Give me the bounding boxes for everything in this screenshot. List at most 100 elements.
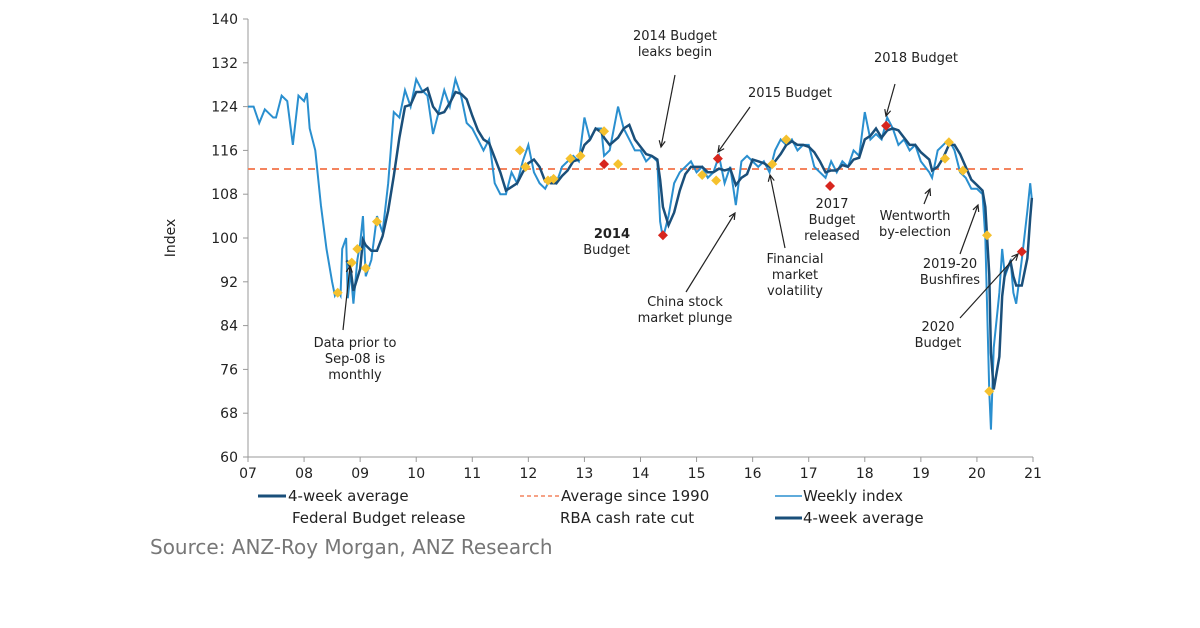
x-tick-label: 08: [295, 466, 313, 482]
rba-cut-marker: [982, 230, 993, 241]
rba-cut-marker: [781, 134, 792, 145]
arrowhead-icon: [1011, 252, 1019, 261]
y-tick-label: 116: [211, 143, 238, 159]
annotation-leaks: 2014 Budget: [633, 29, 717, 44]
arrowhead-icon: [767, 173, 775, 182]
x-tick-label: 10: [407, 466, 425, 482]
y-tick-label: 76: [220, 362, 238, 378]
arrowhead-icon: [658, 140, 666, 149]
annotation-arrow: [342, 265, 351, 331]
annotation-b2014: 2014: [594, 227, 630, 242]
legend-rba: RBA cash rate cut: [560, 509, 694, 527]
y-tick-label: 84: [220, 319, 238, 335]
annotation-fin: Financial: [767, 252, 824, 267]
budget-marker: [657, 230, 668, 241]
legend-weekly: Weekly index: [803, 487, 903, 505]
rba-cut-marker: [565, 153, 576, 164]
y-tick-label: 68: [220, 406, 238, 422]
annotation-b2018: 2018 Budget: [874, 51, 958, 66]
rba-cut-marker: [548, 173, 559, 184]
source-note: Source: ANZ-Roy Morgan, ANZ Research: [150, 535, 553, 559]
y-tick-label: 124: [211, 100, 238, 116]
budget-marker: [881, 120, 892, 131]
legend-budget: Federal Budget release: [292, 509, 466, 527]
annotation-b2020: 2020: [921, 320, 954, 335]
rba-cut-marker: [939, 153, 950, 164]
rba-cut-marker: [957, 165, 968, 176]
budget-marker: [1016, 246, 1027, 257]
y-axis-label: Index: [163, 219, 179, 258]
x-tick-label: 11: [463, 466, 481, 482]
annotation-arrow: [923, 188, 931, 205]
annotation-arrow: [885, 83, 896, 117]
y-tick-label: 140: [211, 12, 238, 28]
arrowhead-icon: [728, 211, 736, 221]
x-tick-label: 20: [968, 466, 986, 482]
rba-cut-marker: [599, 126, 610, 137]
x-tick-label: 13: [576, 466, 594, 482]
legend-4wk-1: 4-week average: [288, 487, 409, 505]
legend-average: Average since 1990: [561, 487, 709, 505]
budget-marker: [825, 180, 836, 191]
y-tick-label: 92: [220, 275, 238, 291]
x-tick-label: 15: [688, 466, 706, 482]
budget-marker: [712, 153, 723, 164]
arrowhead-icon: [345, 264, 353, 273]
rba-cut-marker: [575, 150, 586, 161]
y-tick-label: 60: [220, 450, 238, 466]
x-tick-label: 14: [632, 466, 650, 482]
rba-cut-marker: [613, 159, 624, 170]
rba-cut-marker: [352, 243, 363, 254]
x-tick-label: 12: [519, 466, 537, 482]
rba-cut-marker: [346, 257, 357, 268]
x-tick-label: 09: [351, 466, 369, 482]
x-tick-label: 19: [912, 466, 930, 482]
x-tick-label: 16: [744, 466, 762, 482]
annotation-fin: market: [772, 268, 818, 283]
annotation-china: China stock: [647, 295, 723, 310]
x-tick-label: 21: [1024, 466, 1042, 482]
annotation-b2015: 2015 Budget: [748, 86, 832, 101]
annotation-monthly: Sep-08 is: [325, 352, 385, 367]
four-week-average-line: [345, 86, 1034, 390]
arrowhead-icon: [924, 187, 932, 197]
legend: 4-week average Average since 1990 Weekly…: [258, 487, 924, 527]
rba-cut-marker: [360, 263, 371, 274]
legend-4wk-2: 4-week average: [803, 509, 924, 527]
annotation-b2017: released: [804, 229, 860, 244]
rba-cut-marker: [332, 287, 343, 298]
annotation-bush: Bushfires: [920, 273, 980, 288]
annotation-b2017: Budget: [809, 213, 856, 228]
arrowhead-icon: [972, 203, 980, 213]
rba-cut-marker: [697, 170, 708, 181]
budget-marker: [599, 159, 610, 170]
annotation-arrow: [769, 174, 786, 249]
rba-cut-marker: [520, 161, 531, 172]
annotation-went: Wentworth: [880, 209, 951, 224]
x-tick-label: 18: [856, 466, 874, 482]
annotation-arrow: [959, 253, 1019, 319]
annotation-arrow: [717, 106, 751, 153]
annotation-b2017: 2017: [815, 197, 848, 212]
annotation-monthly: Data prior to: [314, 336, 397, 351]
annotation-china: market plunge: [638, 311, 733, 326]
rba-cut-marker: [514, 145, 525, 156]
y-tick-label: 100: [211, 231, 238, 247]
x-tick-label: 17: [800, 466, 818, 482]
rba-cut-marker: [943, 137, 954, 148]
annotation-b2014: Budget: [583, 243, 630, 258]
annotation-went: by-election: [879, 225, 951, 240]
x-tick-label: 07: [239, 466, 257, 482]
rba-cut-marker: [984, 386, 995, 397]
annotation-fin: volatility: [767, 284, 823, 299]
annotation-monthly: monthly: [328, 368, 382, 383]
annotation-bush: 2019-20: [923, 257, 977, 272]
arrowhead-icon: [884, 109, 892, 118]
y-tick-label: 132: [211, 56, 238, 72]
annotation-arrow: [959, 204, 979, 255]
arrowhead-icon: [717, 144, 725, 154]
annotation-arrow: [660, 74, 676, 148]
rba-cut-marker: [711, 175, 722, 186]
annotation-arrow: [685, 212, 736, 293]
